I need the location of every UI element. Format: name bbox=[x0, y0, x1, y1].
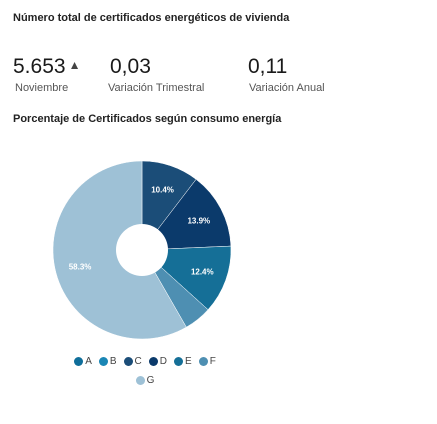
kpi-annual-label: Variación Anual bbox=[249, 82, 325, 94]
legend-dot-icon bbox=[74, 357, 84, 366]
trend-up-icon: ▲ bbox=[68, 58, 81, 72]
chart-title: Porcentaje de Certificados según consumo… bbox=[13, 113, 282, 125]
legend-label: F bbox=[209, 356, 216, 367]
legend-item-C[interactable]: C bbox=[123, 356, 142, 367]
pie-label-D: 13.9% bbox=[187, 216, 210, 225]
legend-label: D bbox=[159, 356, 168, 367]
legend-dot-icon bbox=[135, 376, 145, 385]
legend-label: E bbox=[185, 356, 192, 367]
legend-dot-icon bbox=[198, 357, 208, 366]
legend-dot-icon bbox=[98, 357, 108, 366]
legend-label: B bbox=[109, 356, 117, 367]
pie-slice-D[interactable] bbox=[141, 178, 232, 251]
legend-label: C bbox=[134, 356, 142, 367]
legend-label: A bbox=[85, 356, 92, 367]
legend-dot-icon bbox=[123, 357, 133, 366]
legend-item-G[interactable]: G bbox=[135, 375, 155, 386]
pie-label-G: 58.3% bbox=[69, 263, 92, 272]
legend-dot-icon bbox=[174, 357, 184, 366]
legend-item-F[interactable]: F bbox=[198, 356, 216, 367]
pie-label-E: 12.4% bbox=[191, 268, 214, 277]
legend-item-E[interactable]: E bbox=[174, 356, 192, 367]
pie-center-hole bbox=[116, 224, 168, 276]
legend-item-D[interactable]: D bbox=[148, 356, 168, 367]
kpi-quarterly-label: Variación Trimestral bbox=[108, 82, 205, 94]
kpi-total-label: Noviembre bbox=[15, 82, 69, 94]
chart-legend: A B C D E F G bbox=[40, 356, 250, 394]
legend-item-B[interactable]: B bbox=[98, 356, 117, 367]
kpi-section-title: Número total de certificados energéticos… bbox=[13, 12, 290, 24]
legend-label: G bbox=[146, 375, 155, 386]
legend-item-A[interactable]: A bbox=[74, 356, 92, 367]
kpi-quarterly-value: 0,03 bbox=[110, 55, 151, 78]
kpi-total-value: 5.653 ▲ bbox=[13, 55, 81, 78]
kpi-annual-value: 0,11 bbox=[248, 55, 288, 78]
legend-dot-icon bbox=[148, 357, 158, 366]
pie-label-C: 10.4% bbox=[151, 185, 174, 194]
